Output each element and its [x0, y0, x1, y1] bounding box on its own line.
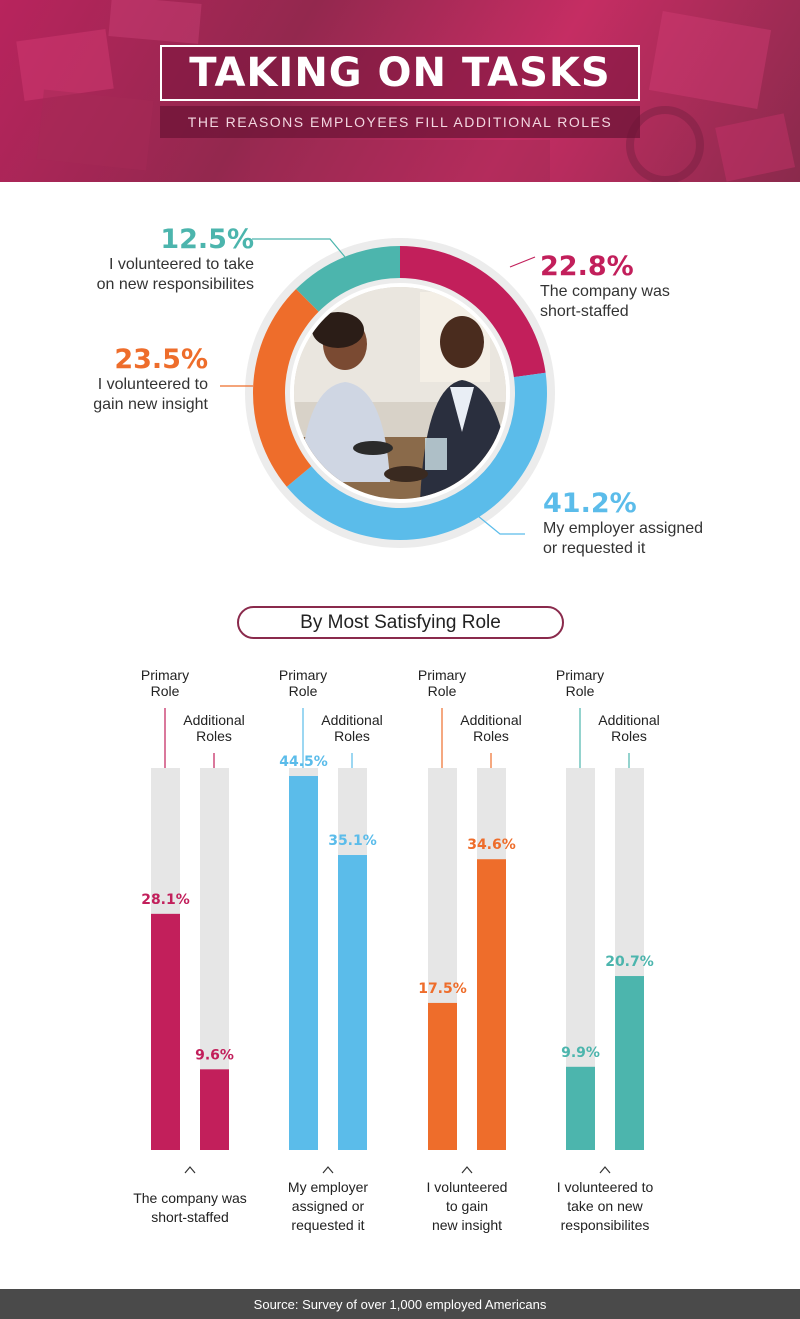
donut-arcs: [253, 246, 547, 540]
donut-text-insight-2: gain new insight: [93, 396, 208, 413]
header-banner: TAKING ON TASKS THE REASONS EMPLOYEES FI…: [0, 0, 800, 182]
bar-value-label-responsibilities-additional: 20.7%: [605, 954, 654, 970]
leader-line-responsibilities: [252, 238, 346, 258]
donut-text-short-staffed-1: The company was: [540, 283, 670, 300]
donut-pct-responsibilities: 12.5%: [160, 224, 254, 255]
donut-text-responsibilities-1: I volunteered to take: [109, 256, 254, 273]
bar-value-label-short-staffed-additional: 9.6%: [195, 1047, 234, 1063]
category-label-insight: new insight: [432, 1217, 502, 1233]
series-label-insight-primary: Role: [428, 683, 457, 699]
series-label-short-staffed-additional: Additional: [183, 712, 245, 728]
series-label-responsibilities-primary: Role: [566, 683, 595, 699]
category-label-insight: to gain: [446, 1198, 488, 1214]
donut-pct-insight: 23.5%: [114, 344, 208, 375]
donut-label-insight: 23.5% I volunteered to gain new insight: [40, 344, 208, 415]
bar-insight-additional: [477, 859, 506, 1150]
category-label-responsibilities: responsibilites: [561, 1217, 650, 1233]
caret-up-icon: [184, 1166, 196, 1174]
bar-value-label-short-staffed-primary: 28.1%: [141, 892, 190, 908]
category-label-employer: My employer: [288, 1179, 368, 1195]
donut-pct-short-staffed: 22.8%: [540, 251, 634, 282]
category-label-responsibilities: take on new: [567, 1198, 643, 1214]
category-label-short-staffed: short-staffed: [151, 1209, 229, 1225]
category-label-short-staffed: The company was: [133, 1190, 247, 1206]
bar-insight-primary: [428, 1002, 457, 1150]
series-label-employer-primary: Primary: [279, 667, 327, 683]
category-label-insight: I volunteered: [427, 1179, 508, 1195]
bar-value-label-insight-additional: 34.6%: [467, 837, 516, 853]
donut-text-employer-1: My employer assigned: [543, 520, 704, 537]
donut-label-responsibilities: 12.5% I volunteered to take on new respo…: [40, 224, 254, 295]
bar-responsibilities-primary: [566, 1066, 595, 1150]
bar-short-staffed-primary: [151, 913, 180, 1150]
series-label-employer-additional: Roles: [334, 728, 370, 744]
series-label-responsibilities-additional: Additional: [598, 712, 660, 728]
series-label-responsibilities-primary: Primary: [556, 667, 604, 683]
donut-label-employer: 41.2% My employer assigned or requested …: [543, 488, 763, 559]
donut-text-insight-1: I volunteered to: [97, 376, 208, 393]
series-label-short-staffed-primary: Role: [151, 683, 180, 699]
donut-slice-insight: [253, 289, 319, 487]
bar-value-label-responsibilities-primary: 9.9%: [561, 1045, 600, 1061]
donut-chart: [220, 238, 555, 548]
title-box: TAKING ON TASKS: [160, 45, 640, 101]
donut-slice-responsibilities: [296, 246, 400, 312]
leader-line-short-staffed: [509, 256, 536, 268]
page-subtitle: THE REASONS EMPLOYEES FILL ADDITIONAL RO…: [187, 114, 613, 130]
series-label-short-staffed-primary: Primary: [141, 667, 189, 683]
bar-value-label-employer-additional: 35.1%: [328, 833, 377, 849]
series-label-responsibilities-additional: Roles: [611, 728, 647, 744]
donut-slice-employer: [286, 372, 547, 540]
caret-up-icon: [599, 1166, 611, 1174]
donut-text-employer-2: or requested it: [543, 540, 646, 557]
source-footer: Source: Survey of over 1,000 employed Am…: [0, 1289, 800, 1319]
caret-up-icon: [461, 1166, 473, 1174]
desk-background-image: [16, 0, 796, 182]
category-label-responsibilities: I volunteered to: [557, 1179, 654, 1195]
bar-value-label-insight-primary: 17.5%: [418, 981, 467, 997]
series-label-employer-primary: Role: [289, 683, 318, 699]
donut-pct-employer: 41.2%: [543, 488, 637, 519]
page-title: TAKING ON TASKS: [189, 50, 611, 96]
subtitle-box: THE REASONS EMPLOYEES FILL ADDITIONAL RO…: [160, 106, 640, 138]
section-title: By Most Satisfying Role: [237, 606, 564, 639]
bar-responsibilities-additional: [615, 976, 644, 1150]
series-label-insight-primary: Primary: [418, 667, 466, 683]
category-label-employer: requested it: [291, 1217, 364, 1233]
donut-label-short-staffed: 22.8% The company was short-staffed: [540, 251, 760, 322]
bar-employer-primary: [289, 776, 318, 1150]
donut-text-short-staffed-2: short-staffed: [540, 303, 629, 320]
donut-slice-short-staffed: [400, 246, 546, 378]
series-label-insight-additional: Additional: [460, 712, 522, 728]
series-label-employer-additional: Additional: [321, 712, 383, 728]
series-label-insight-additional: Roles: [473, 728, 509, 744]
series-label-short-staffed-additional: Roles: [196, 728, 232, 744]
bar-employer-additional: [338, 855, 367, 1150]
donut-text-responsibilities-2: on new responsibilites: [96, 276, 254, 293]
donut-leader-lines: [220, 238, 536, 535]
caret-up-icon: [322, 1166, 334, 1174]
leader-line-employer: [477, 515, 525, 535]
category-label-employer: assigned or: [292, 1198, 365, 1214]
bar-short-staffed-additional: [200, 1069, 229, 1150]
